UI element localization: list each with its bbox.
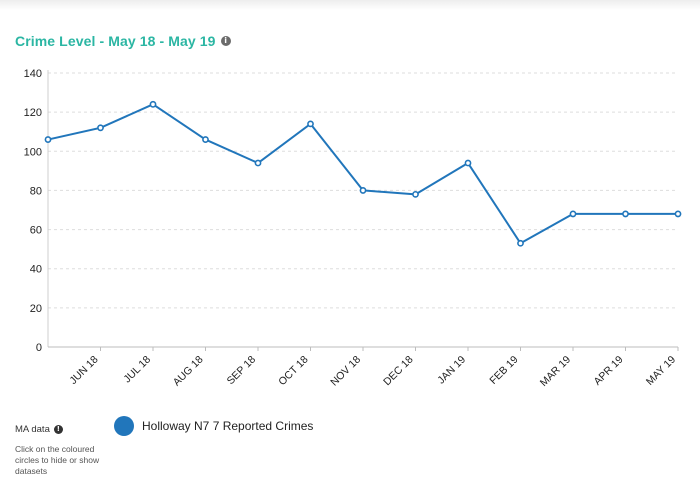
legend-hint: Click on the coloured circles to hide or…	[15, 444, 100, 476]
y-tick-labels: 0 20 40 60 80 100 120 140	[24, 68, 42, 354]
data-point[interactable]	[674, 210, 682, 218]
y-tick-label: 40	[30, 264, 42, 276]
data-point[interactable]	[202, 136, 209, 143]
x-tick-label: MAR 19	[538, 354, 573, 389]
series-line	[47, 103, 678, 245]
data-point[interactable]	[307, 120, 314, 128]
x-tick-label: NOV 18	[328, 354, 363, 389]
x-tick-label: JAN 19	[435, 354, 468, 387]
data-point[interactable]	[517, 239, 524, 247]
data-point[interactable]	[44, 136, 52, 143]
ma-data-heading: MA data !	[15, 424, 105, 435]
info-icon[interactable]: i	[220, 36, 231, 46]
data-point[interactable]	[569, 210, 577, 218]
x-tick-labels: JUN 18 JUL 18 AUG 18 SEP 18 OCT 18 NOV 18 DEC …	[67, 354, 678, 389]
y-tick-label: 0	[36, 342, 42, 354]
legend-label: Holloway N7 7 Reported Crimes	[142, 419, 314, 433]
x-tick-label: SEP 18	[225, 354, 259, 388]
data-point[interactable]	[254, 159, 262, 167]
chart-header: Crime Level - May 18 - May 19 i	[15, 33, 231, 49]
x-tick-label: MAY 19	[644, 354, 678, 388]
y-tick-label: 100	[24, 146, 42, 158]
series-holloway	[44, 100, 682, 247]
x-tick-label: JUN 18	[67, 354, 100, 387]
y-tick-label: 140	[24, 68, 42, 80]
x-tick-label: APR 19	[592, 354, 626, 388]
x-tick-label: OCT 18	[276, 354, 310, 388]
ma-info-icon[interactable]: !	[53, 425, 63, 434]
data-point[interactable]	[622, 210, 629, 218]
legend-item-holloway[interactable]: Holloway N7 7 Reported Crimes	[114, 416, 313, 436]
data-point[interactable]	[464, 159, 472, 167]
data-point[interactable]	[412, 190, 419, 198]
x-tick-label: JUL 18	[121, 354, 153, 386]
chart-title: Crime Level - May 18 - May 19	[15, 33, 216, 49]
x-tick-label: FEB 19	[487, 354, 520, 387]
x-tick-label: DEC 18	[381, 354, 416, 389]
data-point[interactable]	[359, 187, 367, 194]
y-tick-label: 120	[24, 107, 42, 119]
data-point[interactable]	[97, 124, 104, 132]
data-point[interactable]	[149, 100, 157, 108]
top-shadow	[0, 0, 700, 10]
legend-panel: MA data ! Click on the coloured circles …	[15, 424, 105, 477]
y-tick-label: 60	[30, 225, 42, 237]
y-tick-label: 80	[30, 185, 42, 197]
ma-data-label: MA data	[15, 424, 50, 435]
legend-color-dot[interactable]	[114, 416, 134, 436]
axes	[47, 70, 679, 351]
x-tick-label: AUG 18	[171, 354, 206, 389]
y-tick-label: 20	[30, 303, 42, 315]
